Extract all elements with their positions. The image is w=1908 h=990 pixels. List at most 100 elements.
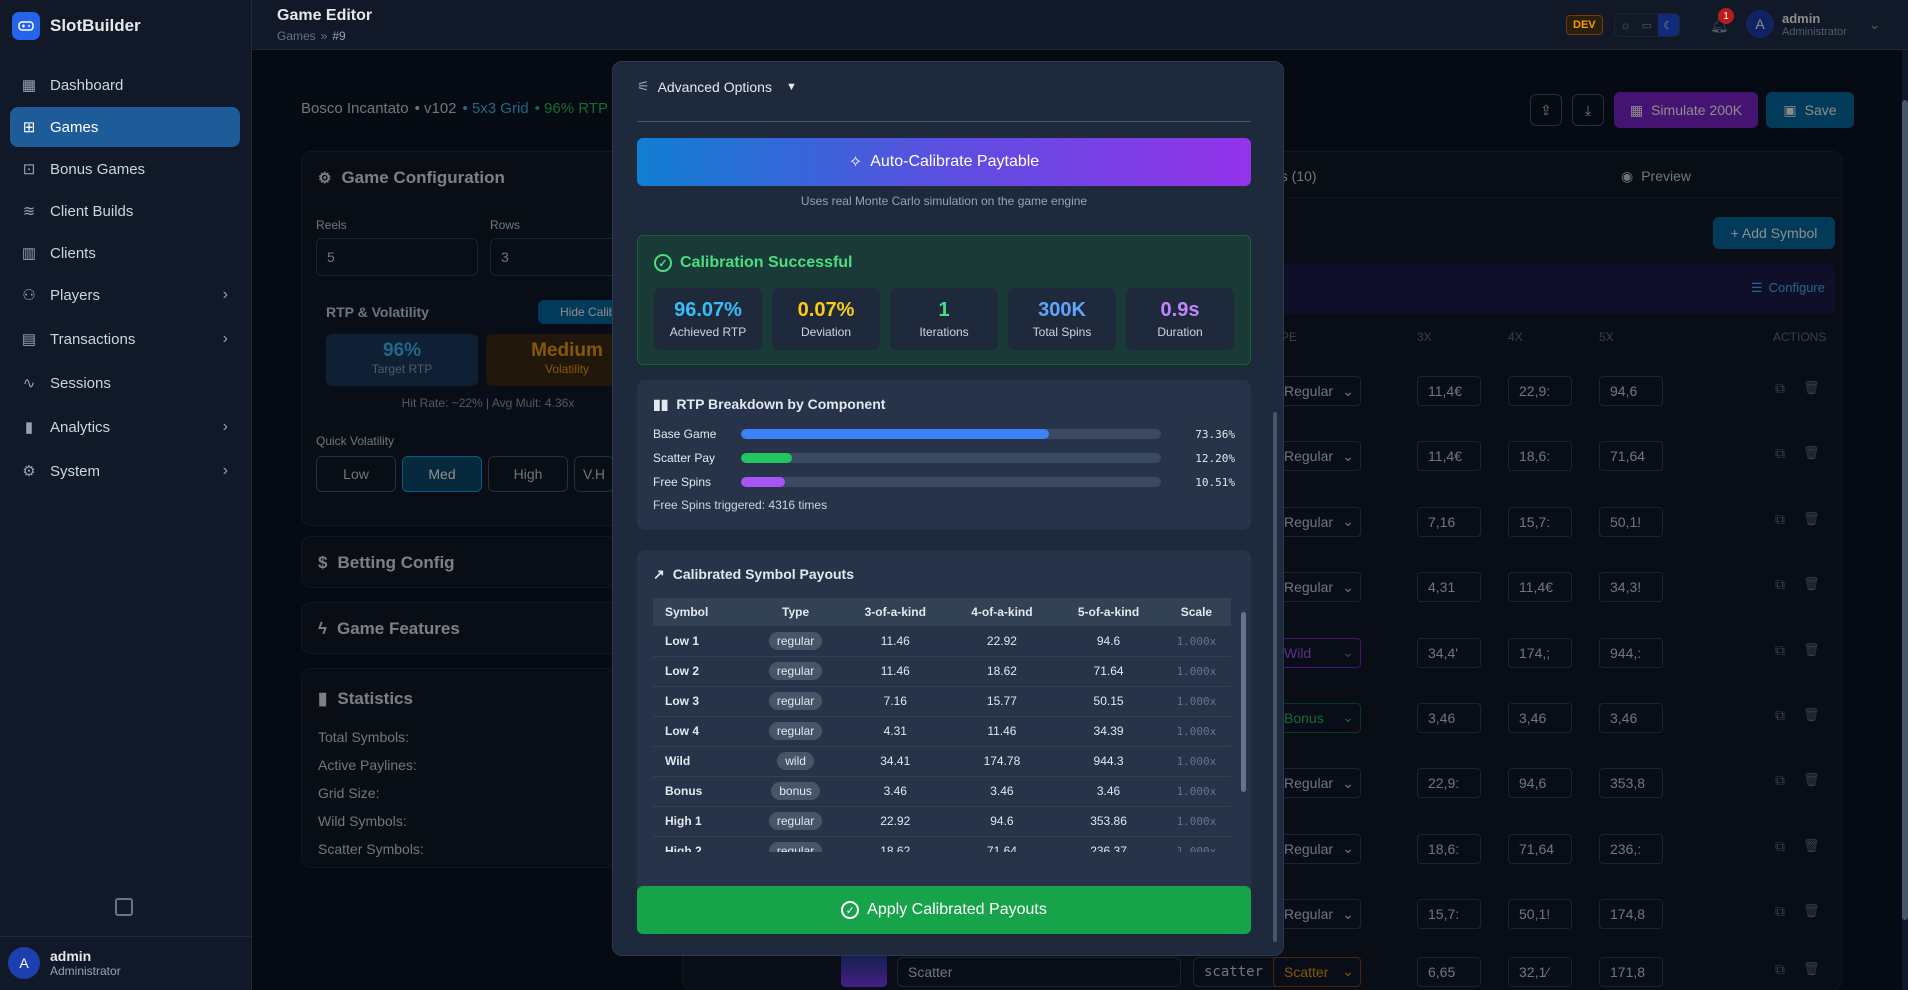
copy-icon[interactable]: ⧉ — [1775, 641, 1785, 658]
payout-x3-input[interactable]: 18,6: — [1417, 833, 1481, 864]
trash-icon[interactable]: 🗑︎ — [1803, 706, 1820, 722]
trash-icon[interactable]: 🗑︎ — [1803, 772, 1820, 788]
payout-x4-input[interactable]: 71,64 — [1508, 833, 1572, 864]
export-button[interactable]: ⇪ — [1530, 94, 1562, 126]
payout-x4-input[interactable]: 3,46 — [1508, 702, 1572, 733]
symbol-type-select[interactable]: Regular ⌄ — [1273, 506, 1361, 537]
sidebar-user[interactable]: A admin Administrator — [8, 947, 121, 979]
volatility-vh-button[interactable]: V.H — [574, 456, 614, 492]
tab-preview[interactable]: ◉ Preview — [1621, 168, 1691, 185]
trash-icon[interactable]: 🗑︎ — [1803, 576, 1820, 592]
save-button[interactable]: ▣ Save — [1766, 92, 1854, 128]
payout-x4-input[interactable]: 50,1! — [1508, 899, 1572, 930]
sidebar-item-system[interactable]: ⚙ System › — [10, 451, 240, 491]
copy-icon[interactable]: ⧉ — [1775, 772, 1785, 789]
symbol-name-input[interactable]: Scatter — [897, 956, 1181, 987]
game-features-card[interactable]: ϟ Game Features — [301, 602, 671, 654]
trash-icon[interactable]: 🗑︎ — [1803, 960, 1820, 976]
import-button[interactable]: ⤓ — [1572, 94, 1604, 126]
trash-icon[interactable]: 🗑︎ — [1803, 510, 1820, 526]
symbol-type-select[interactable]: Regular ⌄ — [1273, 376, 1361, 406]
payout-x3-input[interactable]: 4,31 — [1417, 572, 1481, 603]
symbol-type-select[interactable]: Regular ⌄ — [1273, 833, 1361, 864]
copy-icon[interactable]: ⧉ — [1775, 903, 1785, 920]
copy-icon[interactable]: ⧉ — [1775, 510, 1785, 527]
header-user-menu[interactable]: A admin Administrator ⌄ — [1746, 10, 1881, 38]
betting-config-card[interactable]: $ Betting Config — [301, 536, 671, 588]
trash-icon[interactable]: 🗑︎ — [1803, 641, 1820, 657]
payout-x3-input[interactable]: 11,4€ — [1417, 376, 1481, 406]
moon-icon[interactable]: ☾ — [1657, 14, 1679, 36]
add-symbol-button[interactable]: + Add Symbol — [1713, 217, 1835, 249]
payout-x5-input[interactable]: 50,1! — [1599, 506, 1663, 537]
modal-scrollbar-thumb[interactable] — [1273, 412, 1277, 942]
apply-calibrated-payouts-button[interactable]: ✓ Apply Calibrated Payouts — [637, 886, 1251, 934]
trash-icon[interactable]: 🗑︎ — [1803, 380, 1820, 395]
payout-x3-input[interactable]: 15,7: — [1417, 899, 1481, 930]
symbol-type-select[interactable]: Wild ⌄ — [1273, 637, 1361, 668]
advanced-options-toggle[interactable]: ⚟ Advanced Options ▼ — [637, 78, 797, 95]
payout-x5-input[interactable]: 174,8 — [1599, 899, 1663, 930]
app-logo[interactable]: SlotBuilder — [12, 12, 141, 40]
copy-icon[interactable]: ⧉ — [1775, 380, 1785, 396]
configure-link[interactable]: ☰ Configure — [1751, 280, 1825, 296]
payout-x3-input[interactable]: 22,9: — [1417, 768, 1481, 799]
sidebar-item-analytics[interactable]: ▮ Analytics › — [10, 407, 240, 447]
payout-x3-input[interactable]: 34,4' — [1417, 637, 1481, 668]
payouts-table-wrap[interactable]: Symbol Type 3-of-a-kind 4-of-a-kind 5-of-a-k… — [653, 598, 1231, 852]
copy-icon[interactable]: ⧉ — [1775, 445, 1785, 462]
payout-x3-input[interactable]: 11,4€ — [1417, 441, 1481, 472]
copy-icon[interactable]: ⧉ — [1775, 837, 1785, 854]
sidebar-item-sessions[interactable]: ∿ Sessions — [10, 363, 240, 403]
simulate-button[interactable]: ▦ Simulate 200K — [1614, 92, 1758, 128]
payout-x4-input[interactable]: 174,; — [1508, 637, 1572, 668]
payout-x4-input[interactable]: 22,9: — [1508, 376, 1572, 406]
volatility-med-button[interactable]: Med — [402, 456, 482, 492]
payout-x4-input[interactable]: 18,6: — [1508, 441, 1572, 472]
payout-x5-input[interactable]: 94,6 — [1599, 376, 1663, 406]
auto-calibrate-button[interactable]: ✧ Auto-Calibrate Paytable — [637, 138, 1251, 186]
symbol-type-select[interactable]: Bonus ⌄ — [1273, 702, 1361, 733]
sun-icon[interactable]: ☼ — [1620, 18, 1632, 32]
symbol-type-select[interactable]: Regular ⌄ — [1273, 899, 1361, 930]
payout-x5-input[interactable]: 353,8 — [1599, 768, 1663, 799]
trash-icon[interactable]: 🗑︎ — [1803, 903, 1820, 919]
sidebar-item-games[interactable]: ⊞ Games — [10, 107, 240, 147]
symbol-type-select[interactable]: Regular ⌄ — [1273, 572, 1361, 603]
copy-icon[interactable]: ⧉ — [1775, 576, 1785, 593]
theme-switcher[interactable]: ☼ ▭ ☾ — [1614, 13, 1680, 37]
payouts-scrollbar[interactable] — [1241, 600, 1246, 850]
payout-x4-input[interactable]: 11,4€ — [1508, 572, 1572, 603]
volatility-high-button[interactable]: High — [488, 456, 568, 492]
volatility-low-button[interactable]: Low — [316, 456, 396, 492]
payout-x4-input[interactable]: 32,1⁄ — [1508, 956, 1572, 987]
payout-x4-input[interactable]: 94,6 — [1508, 768, 1572, 799]
payout-x5-input[interactable]: 944,: — [1599, 637, 1663, 668]
copy-icon[interactable]: ⧉ — [1775, 706, 1785, 723]
payout-x5-input[interactable]: 71,64 — [1599, 441, 1663, 472]
payouts-scrollbar-thumb[interactable] — [1241, 612, 1246, 792]
payout-x3-input[interactable]: 7,16 — [1417, 506, 1481, 537]
copy-icon[interactable]: ⧉ — [1775, 960, 1785, 977]
breadcrumb-games[interactable]: Games — [277, 29, 316, 43]
payout-x4-input[interactable]: 15,7: — [1508, 506, 1572, 537]
game-config-header[interactable]: ⚙ Game Configuration — [318, 168, 505, 188]
payout-x5-input[interactable]: 34,3! — [1599, 572, 1663, 603]
payout-x3-input[interactable]: 3,46 — [1417, 702, 1481, 733]
trash-icon[interactable]: 🗑︎ — [1803, 837, 1820, 853]
trash-icon[interactable]: 🗑︎ — [1803, 445, 1820, 461]
monitor-icon[interactable]: ▭ — [1641, 19, 1653, 32]
payout-x3-input[interactable]: 6,65 — [1417, 956, 1481, 987]
reels-input[interactable]: 5 — [316, 238, 478, 276]
payout-x5-input[interactable]: 236,: — [1599, 833, 1663, 864]
symbol-type-select[interactable]: Scatter ⌄ — [1273, 956, 1361, 987]
sidebar-item-client-builds[interactable]: ≋ Client Builds — [10, 191, 240, 231]
sidebar-item-dashboard[interactable]: ▦ Dashboard — [10, 65, 240, 105]
collapse-sidebar-icon[interactable] — [115, 898, 133, 916]
sidebar-item-transactions[interactable]: ▤ Transactions › — [10, 319, 240, 359]
payout-x5-input[interactable]: 171,8 — [1599, 956, 1663, 987]
sidebar-item-bonus-games[interactable]: ⊡ Bonus Games — [10, 149, 240, 189]
symbol-type-select[interactable]: Regular ⌄ — [1273, 768, 1361, 799]
symbol-type-select[interactable]: Regular ⌄ — [1273, 441, 1361, 472]
sidebar-item-clients[interactable]: ▥ Clients — [10, 233, 240, 273]
